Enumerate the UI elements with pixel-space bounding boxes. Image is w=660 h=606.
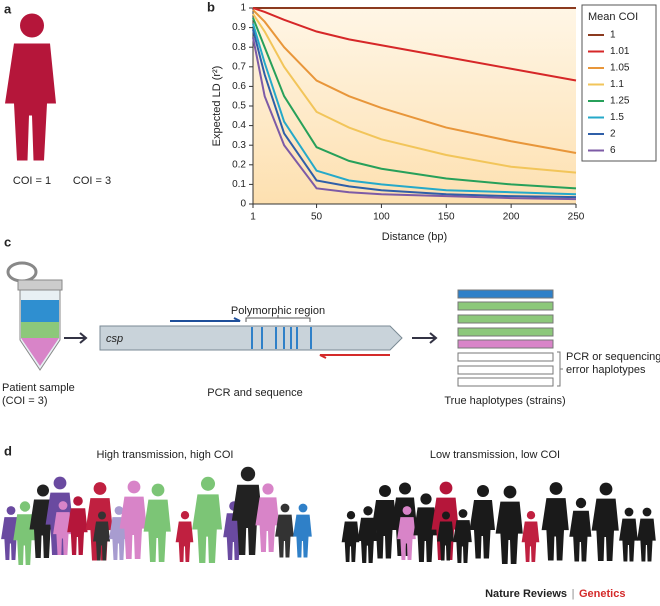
panel-label: a <box>4 1 12 16</box>
y-tick-label: 0.7 <box>232 61 246 72</box>
series-line <box>252 9 577 155</box>
crowd-low <box>341 481 656 564</box>
legend-label: 1.1 <box>610 79 624 90</box>
haplotype-bars <box>457 289 563 387</box>
x-tick-label: 50 <box>311 212 323 223</box>
x-tick-label: 200 <box>503 212 520 223</box>
caption: COI = 3 <box>73 175 111 187</box>
sample-text: (COI = 3) <box>2 395 48 407</box>
section: Genetics <box>579 588 625 600</box>
journal: Nature Reviews <box>485 588 567 600</box>
x-tick-label: 1 <box>250 212 256 223</box>
caption: COI = 1 <box>13 175 51 187</box>
series-line <box>252 29 577 199</box>
y-tick-label: 0.9 <box>232 22 246 33</box>
group-label: High transmission, high COI <box>97 449 234 461</box>
legend-label: 1.05 <box>610 63 630 74</box>
x-tick-label: 250 <box>568 212 585 223</box>
person-mixed <box>65 13 116 161</box>
x-tick-label: 100 <box>373 212 390 223</box>
sample-text: Patient sample <box>2 382 75 394</box>
tube <box>6 261 63 371</box>
arrow <box>412 332 438 344</box>
legend-label: 6 <box>610 145 616 156</box>
haplotype-label: True haplotypes (strains) <box>444 395 565 407</box>
x-axis-label: Distance (bp) <box>382 231 447 243</box>
bracket <box>245 315 311 322</box>
series-line <box>252 17 577 190</box>
x-tick-label: 150 <box>438 212 455 223</box>
error-label: error haplotypes <box>566 364 646 376</box>
series-line <box>252 7 577 82</box>
region-label: Polymorphic region <box>231 305 325 317</box>
primer <box>319 354 390 359</box>
snp-lines <box>251 327 312 349</box>
y-tick-label: 0.4 <box>232 120 246 131</box>
gene-name: csp <box>106 333 123 345</box>
line-chart: b00.10.20.30.40.50.60.70.80.911 50 100 150 2… <box>207 0 657 243</box>
primer <box>170 317 241 322</box>
legend-label: 1.25 <box>610 96 630 107</box>
panel-label: b <box>207 0 215 14</box>
y-tick-label: 0.6 <box>232 81 246 92</box>
series-line <box>252 13 577 174</box>
panel-label: d <box>4 443 12 458</box>
panel-label: c <box>4 234 11 249</box>
y-tick-label: 0.3 <box>232 140 246 151</box>
group-label: Low transmission, low COI <box>430 449 560 461</box>
legend-label: 1 <box>610 30 616 41</box>
crowd-high <box>1 466 312 565</box>
separator: | <box>572 588 575 600</box>
y-tick-label: 0.1 <box>232 179 246 190</box>
plot-bg <box>253 8 576 204</box>
error-label: PCR or sequencing <box>566 351 660 363</box>
step-label: PCR and sequence <box>207 387 302 399</box>
y-tick-label: 0.2 <box>232 159 246 170</box>
legend-label: 2 <box>610 129 616 140</box>
y-tick-label: 1 <box>240 3 246 14</box>
y-tick-label: 0.5 <box>232 101 246 112</box>
y-axis-label: Expected LD (r²) <box>211 66 223 147</box>
legend-label: 1.01 <box>610 46 630 57</box>
series-line <box>252 23 577 196</box>
arrow <box>64 332 88 344</box>
legend-label: 1.5 <box>610 112 624 123</box>
y-tick-label: 0.8 <box>232 42 246 53</box>
legend-title: Mean COI <box>588 11 638 23</box>
series-line <box>252 37 577 201</box>
y-tick-label: 0 <box>240 199 246 210</box>
person <box>5 13 56 161</box>
